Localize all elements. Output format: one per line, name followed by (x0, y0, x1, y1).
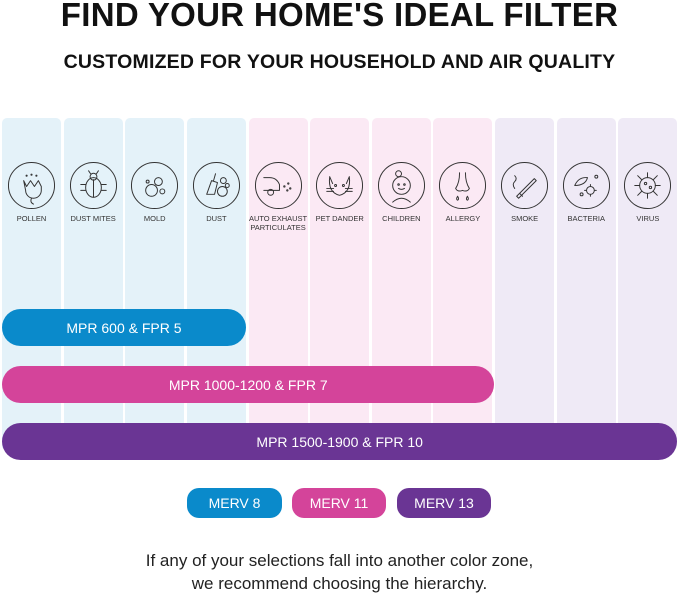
mpr-600-bar: MPR 600 & FPR 5 (2, 309, 246, 346)
category-label: CHILDREN (382, 214, 421, 223)
merv-8-badge: MERV 8 (187, 488, 282, 518)
mpr-1500-bar: MPR 1500-1900 & FPR 10 (2, 423, 678, 460)
broom-dust-icon (192, 161, 240, 210)
page-title: FIND YOUR HOME'S IDEAL FILTER (60, 0, 619, 33)
category-label: BACTERIA (567, 214, 605, 223)
cigarette-icon (501, 161, 549, 210)
merv-11-badge: MERV 11 (292, 488, 386, 518)
footer-note-line2: we recommend choosing the hierarchy. (191, 574, 488, 593)
mpr-1000-bar: MPR 1000-1200 & FPR 7 (2, 366, 495, 403)
category-column: BACTERIA (556, 118, 616, 448)
category-label: ALLERGY (445, 214, 481, 223)
category-column: SMOKE (495, 118, 555, 448)
nose-icon (439, 161, 487, 210)
mold-spores-icon (131, 161, 179, 210)
virus-icon (624, 161, 672, 210)
car-exhaust-icon (254, 161, 302, 210)
bacteria-icon (562, 161, 610, 210)
category-label: SMOKE (511, 214, 539, 223)
category-label: DUST (206, 214, 227, 223)
cat-icon (316, 161, 364, 210)
category-column: VIRUS (618, 118, 678, 448)
merv-13-badge: MERV 13 (397, 488, 491, 518)
flower-icon (7, 161, 56, 210)
category-label: PET DANDER (315, 214, 364, 223)
category-label: MOLD (143, 214, 166, 223)
category-label: DUST MITES (70, 214, 116, 223)
child-face-icon (377, 161, 425, 210)
footer-note-line1: If any of your selections fall into anot… (145, 551, 534, 570)
category-label: VIRUS (636, 214, 660, 223)
category-label: POLLEN (16, 214, 47, 223)
category-label: AUTO EXHAUST PARTICULATES (248, 214, 308, 232)
bug-icon (69, 161, 117, 210)
page-subtitle: CUSTOMIZED FOR YOUR HOUSEHOLD AND AIR QU… (63, 51, 616, 73)
